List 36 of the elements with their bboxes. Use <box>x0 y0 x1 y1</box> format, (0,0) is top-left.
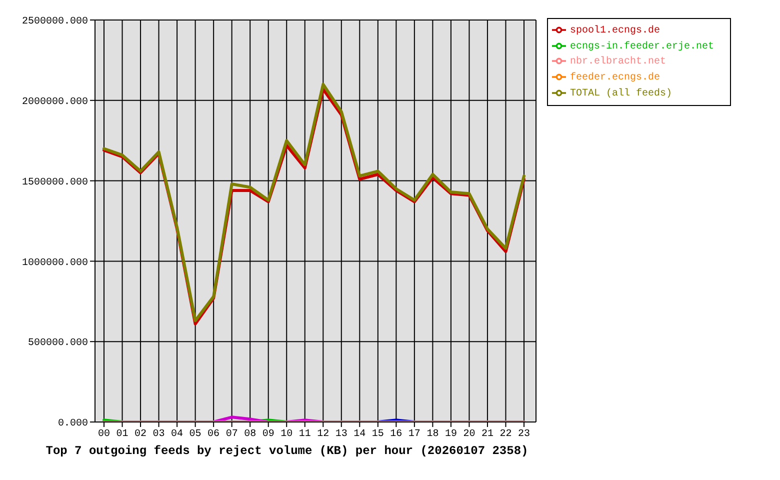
legend-label: spool1.ecngs.de <box>570 26 660 37</box>
x-tick-label: 23 <box>518 429 530 440</box>
x-tick-label: 19 <box>444 429 457 440</box>
x-tick-label: 08 <box>244 429 256 440</box>
x-tick-label: 21 <box>481 429 494 440</box>
x-tick-label: 05 <box>189 429 202 440</box>
x-tick-label: 15 <box>372 429 384 440</box>
legend-label: nbr.elbracht.net <box>570 56 666 68</box>
x-tick-label: 10 <box>280 429 293 440</box>
x-tick-label: 00 <box>98 429 110 440</box>
x-tick-label: 18 <box>426 429 439 440</box>
y-tick-label: 2000000.000 <box>22 96 88 108</box>
legend-label: ecngs-in.feeder.erje.net <box>570 41 714 52</box>
x-tick-label: 01 <box>116 429 128 440</box>
x-tick-label: 17 <box>408 429 420 440</box>
x-tick-label: 07 <box>226 429 238 440</box>
y-tick-label: 0.000 <box>58 418 88 430</box>
x-tick-label: 09 <box>262 429 274 440</box>
x-tick-label: 13 <box>335 429 348 440</box>
y-tick-label: 2500000.000 <box>22 16 88 28</box>
x-tick-label: 14 <box>354 429 366 440</box>
x-tick-label: 12 <box>317 429 330 440</box>
x-tick-label: 22 <box>500 429 512 440</box>
x-tick-label: 11 <box>298 429 311 440</box>
y-tick-label: 1500000.000 <box>22 177 88 188</box>
x-tick-label: 04 <box>171 429 184 440</box>
y-tick-label: 1000000.000 <box>22 258 88 269</box>
text: Top 7 outgoing feeds by reject volume (KB) per hour (20260107 2358) <box>44 444 530 458</box>
x-tick-label: 16 <box>390 429 402 440</box>
x-tick-label: 20 <box>463 429 476 440</box>
x-tick-label: 06 <box>208 429 220 440</box>
x-tick-label: 02 <box>134 429 147 440</box>
legend-label: TOTAL (all feeds) <box>570 88 672 100</box>
legend-label: feeder.ecngs.de <box>570 72 660 84</box>
x-tick-label: 03 <box>152 429 165 440</box>
y-tick-label: 500000.000 <box>28 338 88 350</box>
